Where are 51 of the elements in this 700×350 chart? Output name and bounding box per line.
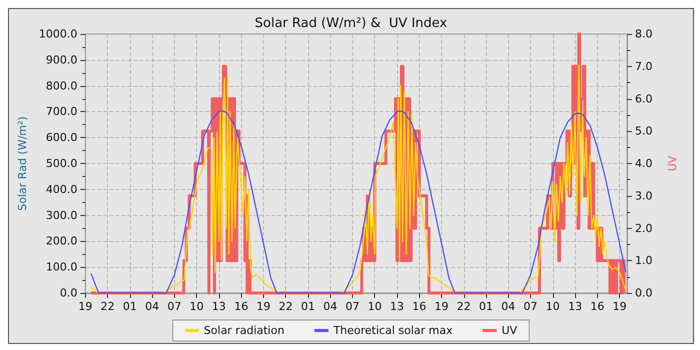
y-tick-label: 400.0 [46, 182, 78, 196]
x-tick-label: 22 [278, 300, 293, 313]
x-tick-label: 13 [568, 300, 582, 313]
x-tick-label: 10 [368, 300, 382, 313]
y2-tick-label: 7.0 [635, 60, 652, 73]
x-tick-label: 07 [524, 300, 538, 313]
x-tick-label: 01 [479, 300, 494, 313]
y2-tick-label: 8.0 [635, 28, 652, 40]
x-tick-label: 22 [100, 300, 115, 313]
x-tick-label: 19 [78, 300, 92, 313]
y2-tick-label: 1.0 [635, 254, 652, 268]
x-tick-label: 10 [546, 300, 560, 313]
x-tick-label: 16 [412, 300, 426, 313]
y-tick-label: 0.0 [60, 286, 78, 300]
y-tick-label: 900.0 [46, 53, 78, 66]
legend-label: Solar radiation [204, 324, 284, 337]
y2-tick-label: 0.0 [635, 286, 652, 300]
y-tick-label: 200.0 [46, 234, 78, 248]
y-axis-title: Solar Rad (W/m²) [16, 116, 29, 211]
x-tick-label: 19 [612, 300, 627, 313]
x-tick-label: 01 [300, 300, 315, 313]
y2-tick-label: 5.0 [635, 124, 652, 138]
x-tick-label: 19 [256, 300, 270, 313]
y-tick-label: 700.0 [46, 105, 78, 118]
legend-label: UV [502, 324, 518, 337]
y2-tick-label: 2.0 [635, 222, 652, 235]
x-tick-label: 10 [190, 300, 204, 313]
x-tick-label: 01 [122, 300, 137, 313]
y-tick-label: 1000.0 [38, 28, 78, 40]
x-tick-label: 22 [456, 300, 471, 313]
x-tick-label: 04 [145, 300, 160, 313]
y-tick-label: 300.0 [46, 208, 78, 222]
x-tick-label: 16 [234, 300, 248, 313]
y-tick-label: 100.0 [46, 260, 78, 274]
x-tick-label: 19 [434, 300, 449, 313]
x-tick-label: 04 [323, 300, 338, 313]
y-tick-label: 500.0 [46, 157, 78, 170]
y2-tick-label: 6.0 [635, 92, 652, 106]
x-tick-label: 13 [390, 300, 404, 313]
y2-tick-label: 4.0 [635, 157, 652, 170]
x-tick-label: 16 [590, 300, 604, 313]
y2-tick-label: 3.0 [635, 189, 652, 202]
x-tick-label: 04 [501, 300, 516, 313]
y-tick-label: 600.0 [46, 131, 78, 144]
chart-title: Solar Rad (W/m²) & UV Index [254, 16, 448, 31]
legend-label: Theoretical solar max [332, 324, 454, 337]
x-tick-label: 07 [345, 300, 360, 313]
x-tick-label: 13 [212, 300, 226, 313]
y-tick-label: 800.0 [46, 79, 78, 92]
y2-axis-title: UV [666, 155, 679, 172]
x-tick-label: 07 [167, 300, 182, 313]
